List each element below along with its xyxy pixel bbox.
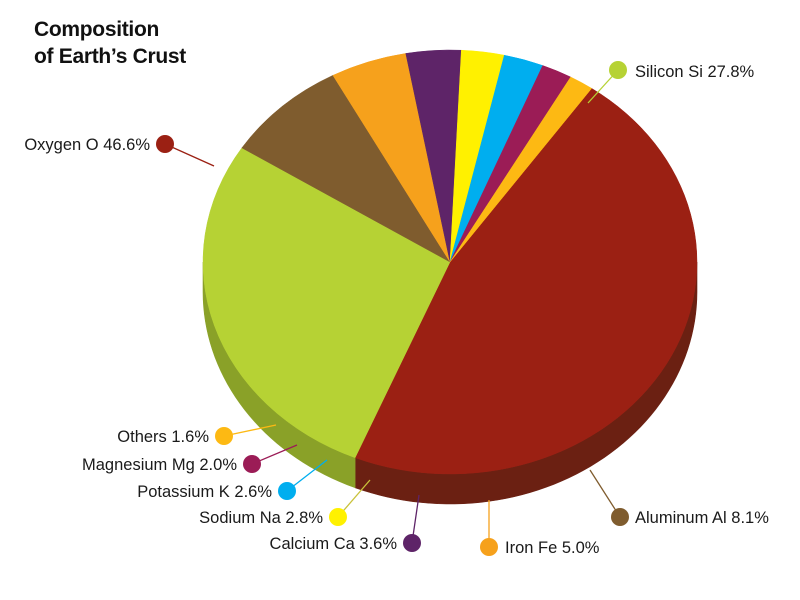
pie-slices bbox=[202, 49, 698, 475]
chart-title-line-2: of Earth’s Crust bbox=[34, 45, 186, 68]
slice-silicon bbox=[202, 147, 451, 459]
leader-line-aluminum bbox=[589, 469, 621, 518]
legend-dot-iron bbox=[480, 538, 498, 556]
slice-labels: Oxygen O 46.6% Silicon Si 27.8% Aluminum A… bbox=[24, 61, 769, 557]
chart-title: Composition of Earth’s Crust bbox=[34, 16, 186, 70]
legend-dot-sodium bbox=[329, 508, 347, 526]
slice-others bbox=[449, 76, 593, 263]
chart-title-line-1: Composition bbox=[34, 18, 160, 41]
legend-dot-silicon bbox=[609, 61, 627, 79]
legend-dot-others bbox=[215, 427, 233, 445]
slice-label-others: Others 1.6% bbox=[117, 428, 209, 446]
legend-dot-aluminum bbox=[611, 508, 629, 526]
leader-lines bbox=[164, 69, 621, 547]
legend-dot-magnesium bbox=[243, 455, 261, 473]
slice-aluminum bbox=[241, 75, 451, 263]
slice-label-iron: Iron Fe 5.0% bbox=[505, 539, 600, 557]
slice-label-silicon: Silicon Si 27.8% bbox=[635, 63, 755, 81]
legend-dot-oxygen bbox=[156, 135, 174, 153]
slice-label-calcium: Calcium Ca 3.6% bbox=[270, 535, 398, 553]
slice-label-potassium: Potassium K 2.6% bbox=[137, 483, 272, 501]
slice-oxygen bbox=[354, 88, 698, 475]
legend-dot-potassium bbox=[278, 482, 296, 500]
slice-label-magnesium: Magnesium Mg 2.0% bbox=[82, 456, 237, 474]
legend-dot-calcium bbox=[403, 534, 421, 552]
slice-label-sodium: Sodium Na 2.8% bbox=[199, 509, 323, 527]
slice-label-aluminum: Aluminum Al 8.1% bbox=[635, 509, 769, 527]
slice-label-oxygen: Oxygen O 46.6% bbox=[24, 136, 150, 154]
